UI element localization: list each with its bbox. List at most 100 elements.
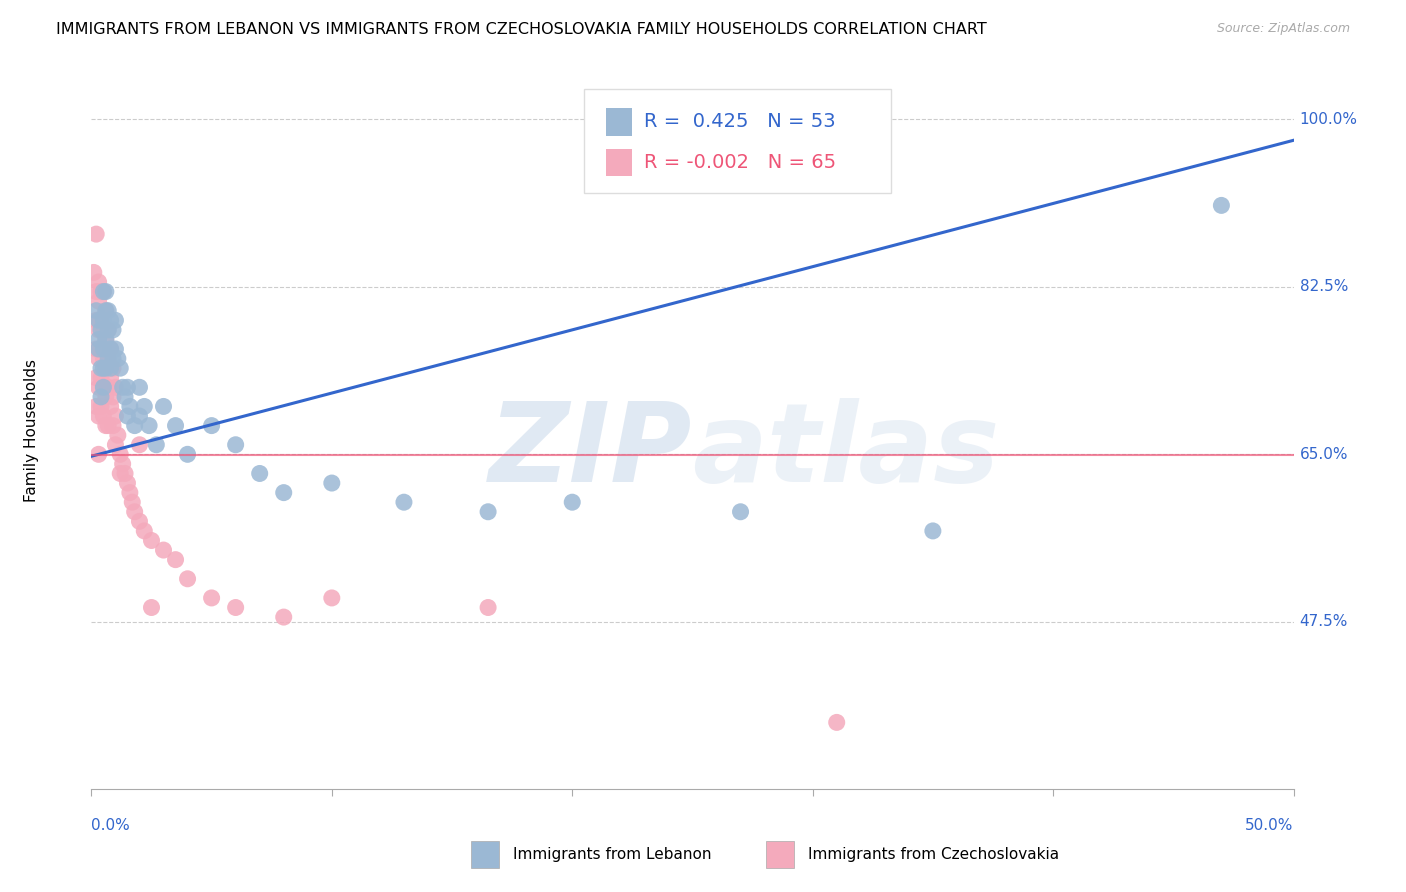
Point [118, 485, 141, 500]
Point [114, 467, 136, 481]
Point [141, 533, 163, 548]
Point [93, 351, 115, 366]
Text: 50.0%: 50.0% [1246, 818, 1294, 833]
Point [321, 476, 343, 491]
Point [825, 715, 848, 730]
Point [87, 294, 110, 309]
Point [117, 476, 139, 491]
Point [117, 409, 139, 423]
Point [273, 485, 295, 500]
Point [141, 600, 163, 615]
Point [107, 428, 129, 442]
Point [124, 418, 146, 433]
Point [87, 313, 110, 327]
Point [94, 303, 117, 318]
Point [145, 438, 167, 452]
Point [321, 591, 343, 605]
Point [97, 380, 120, 394]
Point [87, 380, 110, 394]
Point [117, 380, 139, 394]
Point [110, 361, 132, 376]
Point [84, 227, 107, 241]
Text: Immigrants from Lebanon: Immigrants from Lebanon [513, 847, 711, 862]
FancyBboxPatch shape [606, 149, 633, 177]
Point [94, 285, 117, 299]
Point [97, 303, 120, 318]
Point [94, 361, 117, 376]
Point [90, 361, 112, 376]
Point [134, 400, 156, 414]
Point [922, 524, 945, 538]
Point [118, 400, 141, 414]
Point [97, 351, 120, 366]
Point [124, 505, 146, 519]
Text: 65.0%: 65.0% [1299, 447, 1348, 462]
Point [477, 600, 499, 615]
Point [94, 303, 117, 318]
Point [273, 610, 295, 624]
Point [84, 400, 107, 414]
Point [94, 361, 117, 376]
Point [101, 361, 124, 376]
Point [176, 572, 198, 586]
FancyBboxPatch shape [585, 89, 891, 194]
Point [87, 333, 110, 347]
Text: 100.0%: 100.0% [1299, 112, 1358, 127]
Point [128, 380, 150, 394]
Point [134, 524, 156, 538]
Point [84, 342, 107, 356]
Text: atlas: atlas [692, 399, 1000, 506]
Point [114, 390, 136, 404]
Point [93, 409, 115, 423]
Point [225, 438, 247, 452]
Point [100, 342, 122, 356]
Point [93, 380, 115, 394]
Point [90, 390, 112, 404]
Point [392, 495, 415, 509]
Point [93, 342, 115, 356]
Point [90, 342, 112, 356]
Point [94, 333, 117, 347]
Point [101, 418, 124, 433]
FancyBboxPatch shape [606, 108, 633, 136]
Point [84, 313, 107, 327]
Point [93, 380, 115, 394]
Text: Immigrants from Czechoslovakia: Immigrants from Czechoslovakia [808, 847, 1060, 862]
Point [83, 265, 105, 279]
Text: Source: ZipAtlas.com: Source: ZipAtlas.com [1216, 22, 1350, 36]
Point [93, 361, 115, 376]
Text: 0.0%: 0.0% [91, 818, 131, 833]
Point [152, 400, 174, 414]
Point [90, 370, 112, 384]
Point [93, 285, 115, 299]
Point [84, 303, 107, 318]
Point [87, 275, 110, 289]
Text: 47.5%: 47.5% [1299, 615, 1348, 630]
Text: IMMIGRANTS FROM LEBANON VS IMMIGRANTS FROM CZECHOSLOVAKIA FAMILY HOUSEHOLDS CORR: IMMIGRANTS FROM LEBANON VS IMMIGRANTS FR… [56, 22, 987, 37]
Point [110, 447, 132, 461]
Point [100, 400, 122, 414]
Point [94, 333, 117, 347]
Point [104, 313, 127, 327]
Point [93, 285, 115, 299]
Point [249, 467, 271, 481]
Point [100, 342, 122, 356]
Text: 82.5%: 82.5% [1299, 279, 1348, 294]
Point [110, 467, 132, 481]
Point [121, 495, 143, 509]
Point [152, 543, 174, 558]
Point [93, 313, 115, 327]
Point [84, 285, 107, 299]
Text: R =  0.425   N = 53: R = 0.425 N = 53 [644, 112, 837, 131]
Point [97, 351, 120, 366]
Point [128, 514, 150, 528]
Point [201, 591, 224, 605]
Point [90, 400, 112, 414]
Point [104, 438, 127, 452]
Point [97, 418, 120, 433]
Point [90, 323, 112, 337]
Point [176, 447, 198, 461]
Point [94, 390, 117, 404]
Point [107, 351, 129, 366]
Point [97, 323, 120, 337]
